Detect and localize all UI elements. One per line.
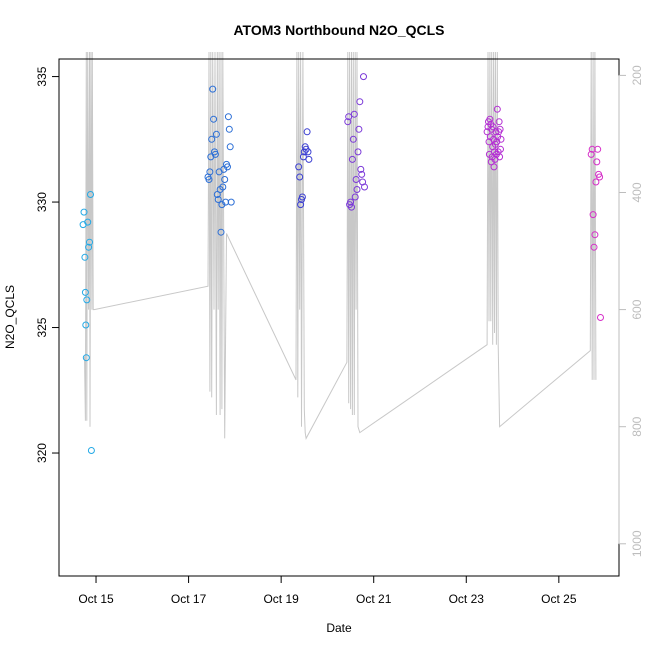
- data-point-0-7: [84, 218, 92, 226]
- data-point-3-8: [351, 193, 359, 201]
- data-point-2-11: [305, 155, 313, 163]
- data-point-0-4: [82, 321, 90, 329]
- data-point-5-0: [587, 150, 595, 158]
- data-point-2-0: [295, 163, 303, 171]
- data-point-1-22: [224, 113, 232, 121]
- y-tick-label-0: 320: [35, 443, 49, 463]
- chart-title: ATOM3 Northbound N2O_QCLS: [233, 22, 444, 38]
- right-tick-label-0: 200: [630, 65, 644, 85]
- data-point-4-21: [493, 105, 501, 113]
- data-point-3-4: [348, 203, 355, 211]
- data-point-3-9: [352, 176, 360, 183]
- data-point-1-23: [225, 125, 233, 133]
- x-axis: Oct 15 Oct 17 Oct 19 Oct 21 Oct 23 Oct 25: [78, 575, 577, 606]
- scatter-points: [79, 73, 604, 454]
- data-point-1-1: [205, 176, 213, 183]
- data-point-4-29: [497, 135, 505, 143]
- right-tick-label-2: 600: [630, 299, 644, 319]
- data-point-0-6: [83, 296, 91, 304]
- data-point-2-5: [299, 153, 307, 161]
- data-point-0-3: [81, 288, 89, 296]
- data-point-1-6: [210, 115, 218, 123]
- data-point-0-1: [80, 208, 88, 216]
- data-point-0-8: [85, 243, 93, 251]
- y-tick-label-2: 330: [35, 192, 49, 212]
- x-tick-label-2: Oct 19: [263, 592, 299, 606]
- data-point-1-2: [206, 168, 214, 176]
- data-point-4-5: [486, 115, 494, 123]
- data-point-3-12: [355, 125, 363, 133]
- y-tick-label-3: 335: [35, 66, 49, 86]
- y-axis: 320 325 330 335: [35, 66, 60, 463]
- data-point-5-3: [590, 243, 598, 251]
- data-point-3-7: [350, 110, 358, 118]
- data-point-4-28: [497, 145, 504, 153]
- x-tick-label-5: Oct 25: [541, 592, 577, 606]
- secondary-series: [84, 51, 597, 440]
- data-point-1-25: [227, 198, 235, 206]
- data-point-1-16: [219, 183, 227, 191]
- data-point-1-18: [221, 176, 229, 183]
- data-point-5-5: [592, 178, 600, 186]
- data-point-0-2: [81, 253, 89, 261]
- data-point-4-14: [490, 163, 498, 171]
- y-axis-label: N2O_QCLS: [3, 285, 17, 349]
- data-point-1-9: [212, 130, 220, 138]
- x-tick-label-3: Oct 21: [356, 592, 392, 606]
- data-point-1-4: [208, 135, 216, 143]
- data-point-2-10: [304, 148, 312, 156]
- data-point-3-3: [347, 198, 355, 206]
- data-point-0-10: [87, 191, 94, 198]
- data-point-0-9: [86, 238, 93, 246]
- data-point-0-5: [82, 354, 90, 362]
- data-point-3-6: [349, 135, 357, 143]
- data-point-3-10: [353, 186, 361, 193]
- right-tick-label-1: 400: [630, 182, 644, 202]
- data-point-3-1: [345, 113, 353, 121]
- x-tick-label-1: Oct 17: [171, 592, 207, 606]
- data-point-1-8: [211, 150, 219, 158]
- data-point-3-11: [354, 148, 362, 156]
- data-point-3-17: [360, 73, 367, 81]
- data-point-3-18: [361, 183, 368, 191]
- data-point-2-1: [296, 173, 304, 181]
- right-tick-label-3: 800: [630, 416, 644, 436]
- data-point-5-10: [597, 314, 604, 321]
- right-tick-label-4: 1000: [630, 530, 644, 557]
- data-point-3-14: [357, 165, 365, 173]
- data-point-5-4: [591, 231, 599, 239]
- data-point-5-7: [594, 145, 602, 153]
- data-point-3-13: [356, 98, 364, 106]
- x-axis-label: Date: [326, 621, 352, 635]
- data-point-4-25: [495, 118, 503, 126]
- data-point-2-9: [303, 128, 311, 136]
- data-point-2-4: [298, 193, 306, 201]
- data-point-3-0: [344, 118, 352, 126]
- data-point-2-2: [297, 201, 305, 209]
- x-tick-label-4: Oct 23: [449, 592, 485, 606]
- data-point-1-24: [226, 143, 234, 151]
- secondary-line: [84, 51, 597, 440]
- data-point-1-21: [224, 163, 231, 171]
- right-y-axis: 200 400 600 800 1000: [618, 65, 644, 557]
- x-tick-label-0: Oct 15: [78, 592, 114, 606]
- data-point-4-26: [496, 153, 504, 161]
- data-point-4-27: [496, 125, 504, 133]
- data-point-3-5: [348, 155, 356, 163]
- data-point-1-14: [217, 228, 225, 236]
- data-point-1-5: [209, 85, 217, 93]
- data-point-1-11: [214, 196, 222, 203]
- data-point-5-2: [589, 211, 597, 219]
- y-tick-label-1: 325: [35, 317, 49, 337]
- data-point-3-15: [358, 170, 366, 178]
- data-point-5-9: [596, 173, 604, 181]
- data-point-5-6: [593, 158, 601, 166]
- data-point-0-11: [87, 447, 95, 454]
